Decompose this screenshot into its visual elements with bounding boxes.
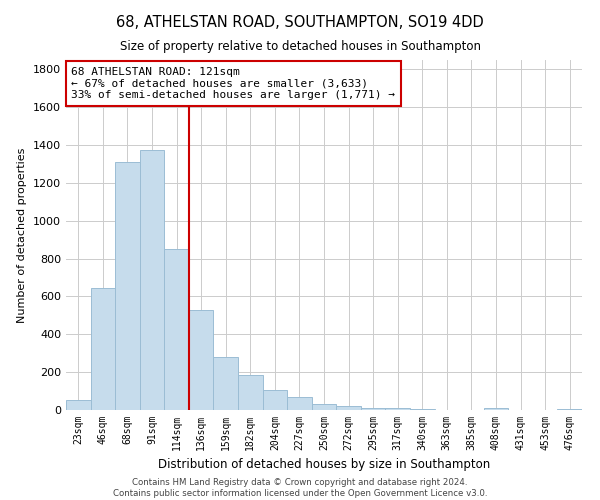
Bar bbox=[336, 406, 361, 410]
Y-axis label: Number of detached properties: Number of detached properties bbox=[17, 148, 28, 322]
Bar bbox=[484, 408, 508, 410]
Bar bbox=[115, 162, 140, 410]
Bar bbox=[287, 397, 312, 410]
Text: Contains HM Land Registry data © Crown copyright and database right 2024.
Contai: Contains HM Land Registry data © Crown c… bbox=[113, 478, 487, 498]
Bar bbox=[238, 376, 263, 410]
Bar bbox=[263, 390, 287, 410]
Bar bbox=[189, 310, 214, 410]
Bar bbox=[214, 357, 238, 410]
X-axis label: Distribution of detached houses by size in Southampton: Distribution of detached houses by size … bbox=[158, 458, 490, 471]
Bar bbox=[164, 249, 189, 410]
Bar bbox=[140, 150, 164, 410]
Bar bbox=[66, 400, 91, 410]
Bar bbox=[91, 288, 115, 410]
Text: Size of property relative to detached houses in Southampton: Size of property relative to detached ho… bbox=[119, 40, 481, 53]
Bar bbox=[385, 408, 410, 410]
Bar bbox=[361, 408, 385, 410]
Bar bbox=[312, 404, 336, 410]
Text: 68 ATHELSTAN ROAD: 121sqm
← 67% of detached houses are smaller (3,633)
33% of se: 68 ATHELSTAN ROAD: 121sqm ← 67% of detac… bbox=[71, 67, 395, 100]
Text: 68, ATHELSTAN ROAD, SOUTHAMPTON, SO19 4DD: 68, ATHELSTAN ROAD, SOUTHAMPTON, SO19 4D… bbox=[116, 15, 484, 30]
